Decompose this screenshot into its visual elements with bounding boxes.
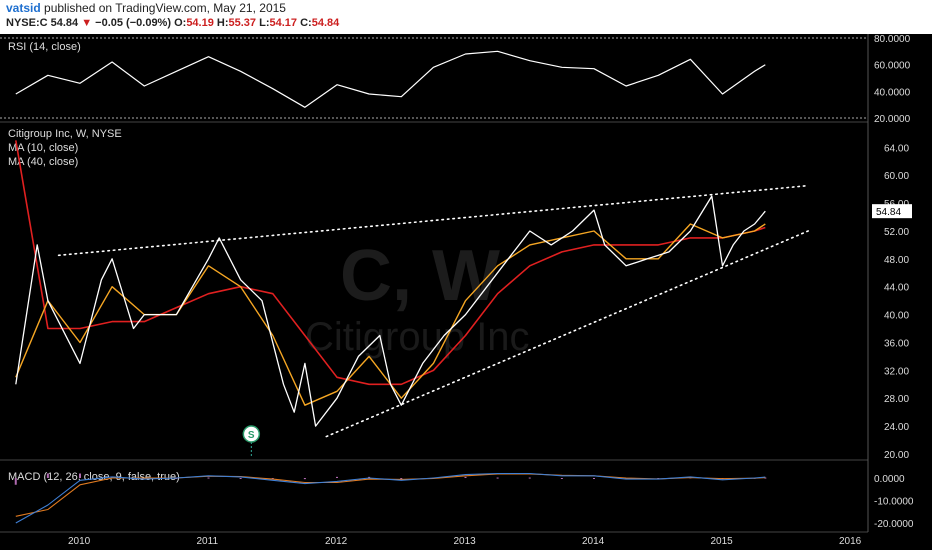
chart-background xyxy=(0,34,932,550)
price-axis-tick: 28.00 xyxy=(884,394,909,405)
watermark-symbol: C, W xyxy=(340,236,500,316)
rsi-axis-tick: 20.0000 xyxy=(874,114,911,125)
last-price-badge-label: 54.84 xyxy=(876,207,901,218)
rsi-axis-tick: 80.0000 xyxy=(874,34,911,45)
rsi-line xyxy=(15,50,766,108)
symbol-label: NYSE:C xyxy=(6,17,48,29)
macd-histogram-bar xyxy=(207,477,210,479)
low-value: 54.17 xyxy=(269,17,298,29)
trendline-upper xyxy=(57,184,809,257)
price-axis-tick: 64.00 xyxy=(884,143,909,154)
down-arrow-icon: ▼ xyxy=(81,17,93,29)
price-axis-tick: 40.00 xyxy=(884,311,909,322)
split-marker-label: S xyxy=(248,430,255,441)
ma10-legend: MA (10, close) xyxy=(8,142,78,154)
trendline-lower xyxy=(325,230,809,438)
publisher-line: vatsid published on TradingView.com, May… xyxy=(6,1,286,15)
macd-histogram-bar xyxy=(368,476,371,478)
publisher-username[interactable]: vatsid xyxy=(6,1,41,15)
time-axis-tick: 2011 xyxy=(197,536,219,547)
price-axis-tick: 60.00 xyxy=(884,171,909,182)
macd-histogram-bar xyxy=(496,477,499,479)
rsi-title: RSI (14, close) xyxy=(8,41,81,53)
open-label: O: xyxy=(174,17,187,29)
ma40-line xyxy=(15,140,766,386)
time-axis-tick: 2010 xyxy=(68,536,91,547)
price-axis-tick: 52.00 xyxy=(884,227,909,238)
macd-histogram-bar xyxy=(560,478,563,479)
macd-histogram-bar xyxy=(593,478,595,479)
macd-histogram-bar xyxy=(464,476,467,478)
ma40-legend: MA (40, close) xyxy=(8,156,78,168)
time-axis-tick: 2015 xyxy=(711,536,734,547)
published-text: published on TradingView.com, May 21, 20… xyxy=(44,1,286,15)
macd-axis-tick: 0.0000 xyxy=(874,474,905,485)
macd-histogram-bar xyxy=(79,473,81,478)
price-axis-tick: 32.00 xyxy=(884,366,909,377)
macd-histogram-bar xyxy=(239,478,242,479)
macd-histogram-bar xyxy=(46,473,49,478)
time-axis-tick: 2014 xyxy=(582,536,605,547)
macd-line xyxy=(15,472,766,524)
rsi-axis-tick: 40.0000 xyxy=(874,87,911,98)
price-axis-tick: 36.00 xyxy=(884,338,909,349)
time-axis-tick: 2013 xyxy=(454,536,477,547)
macd-axis-tick: -10.0000 xyxy=(874,497,914,508)
macd-histogram-bar xyxy=(336,476,338,478)
price-line xyxy=(15,195,766,427)
chart-header: vatsid published on TradingView.com, May… xyxy=(0,0,932,34)
macd-title: MACD (12, 26, close, 9, false, true) xyxy=(8,471,180,483)
price-axis-tick: 20.00 xyxy=(884,450,909,461)
macd-histogram-bar xyxy=(303,478,306,480)
macd-histogram-bar xyxy=(14,478,17,485)
open-value: 54.19 xyxy=(186,17,214,29)
macd-axis-tick: -20.0000 xyxy=(874,519,914,530)
price-axis-tick: 44.00 xyxy=(884,283,909,294)
macd-histogram-bar xyxy=(528,477,531,479)
symbol-line: NYSE:C 54.84 ▼ −0.05 (−0.09%) O:54.19 H:… xyxy=(6,17,339,29)
high-label: H: xyxy=(216,17,229,29)
last-price-badge xyxy=(872,204,912,219)
high-value: 55.37 xyxy=(228,17,257,29)
low-label: L: xyxy=(259,17,270,29)
price-axis-tick: 24.00 xyxy=(884,422,909,433)
rsi-axis-tick: 60.0000 xyxy=(874,61,911,72)
time-axis-tick: 2012 xyxy=(325,536,348,547)
macd-histogram-bar xyxy=(400,478,403,479)
price-change: −0.05 (−0.09%) xyxy=(95,17,172,29)
close-label: C: xyxy=(300,17,312,29)
price-axis-tick: 48.00 xyxy=(884,255,909,266)
last-price: 54.84 xyxy=(50,17,79,29)
price-title: Citigroup Inc, W, NYSE xyxy=(8,128,122,140)
close-value: 54.84 xyxy=(311,17,340,29)
macd-histogram-bar xyxy=(764,477,767,479)
time-axis-tick: 2016 xyxy=(839,536,862,547)
watermark-name: Citigroup Inc xyxy=(305,315,530,359)
split-marker-icon xyxy=(242,425,261,443)
